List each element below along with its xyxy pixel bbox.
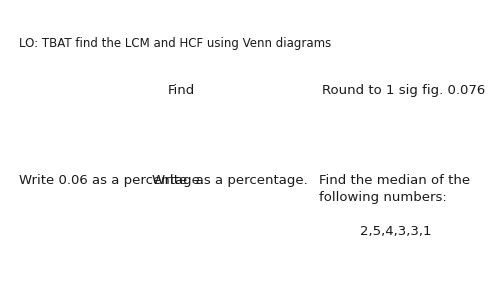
Text: Find the median of the
following numbers:: Find the median of the following numbers… — [319, 174, 470, 204]
Text: Write 0.06 as a percentage.: Write 0.06 as a percentage. — [19, 174, 204, 187]
Text: Write  as a percentage.: Write as a percentage. — [152, 174, 308, 187]
Text: Find: Find — [168, 84, 195, 97]
Text: 2,5,4,3,3,1: 2,5,4,3,3,1 — [360, 225, 432, 238]
Text: Round to 1 sig fig. 0.076: Round to 1 sig fig. 0.076 — [322, 84, 486, 97]
Text: LO: TBAT find the LCM and HCF using Venn diagrams: LO: TBAT find the LCM and HCF using Venn… — [19, 37, 331, 49]
